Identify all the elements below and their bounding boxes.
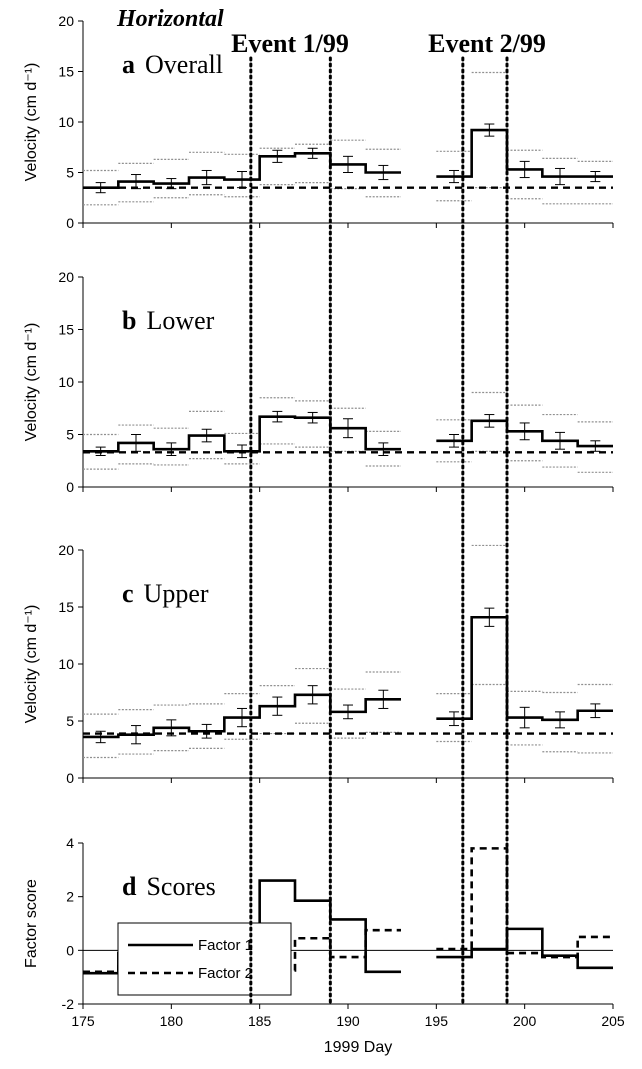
panel-d: -2 0 2 4 175 180 185 190 195 200 205 Factor score d S… [23,835,625,1029]
y-tick-label: 5 [66,427,74,443]
y-tick-label: 20 [58,269,74,285]
event-1-label: Event 1/99 [231,29,349,58]
panel-name: Scores [146,872,215,901]
x-tick-label: 180 [160,1013,184,1029]
panel-label: b Lower [122,306,215,335]
panel-b: 0 5 10 15 20 Velocity (cm d⁻¹) b Lower [23,269,614,495]
series-line-2 [436,847,613,959]
y-tick-label: 0 [66,942,74,958]
y-tick-label: 10 [58,656,74,672]
y-tick-label: 0 [66,479,74,495]
panel-letter: d [122,872,137,901]
y-tick-label: 0 [66,770,74,786]
y-tick-label: 5 [66,165,74,181]
y-axis-title: Velocity (cm d⁻¹) [23,63,40,182]
panel-label: a Overall [122,50,223,79]
y-tick-label: 20 [58,542,74,558]
y-tick-label: 0 [66,215,74,231]
panel-letter: b [122,306,136,335]
x-axis-title: 1999 Day [324,1039,393,1056]
panel-name: Upper [144,579,209,608]
y-tick-label: 5 [66,713,74,729]
x-tick-label: 175 [71,1013,95,1029]
panel-label: c Upper [122,579,209,608]
y-tick-label: 2 [66,889,74,905]
y-axis-title: Factor score [23,879,40,968]
y-tick-label: 10 [58,114,74,130]
x-tick-label: 185 [248,1013,272,1029]
y-tick-label: 20 [58,13,74,29]
x-tick-label: 205 [601,1013,625,1029]
panel-name: Overall [145,50,223,79]
event-2-label: Event 2/99 [428,29,546,58]
y-axis-title: Velocity (cm d⁻¹) [23,323,40,442]
legend-label: Factor 1 [198,937,253,954]
x-tick-label: 200 [513,1013,537,1029]
x-tick-label: 195 [425,1013,449,1029]
panel-label: d Scores [122,872,216,901]
y-tick-label: 10 [58,374,74,390]
panel-c: 0 5 10 15 20 Velocity (cm d⁻¹) c Upper [23,542,614,786]
panel-name: Lower [146,306,214,335]
y-tick-label: 15 [58,599,74,615]
x-tick-label: 190 [336,1013,360,1029]
legend-box [117,922,292,996]
y-tick-label: -2 [62,996,75,1012]
series-line-1 [436,927,613,970]
y-tick-label: 15 [58,322,74,338]
y-axis-title: Velocity (cm d⁻¹) [23,605,40,724]
legend-label: Factor 2 [198,965,253,982]
figure-title: Horizontal [116,6,224,32]
y-tick-label: 15 [58,64,74,80]
y-tick-label: 4 [66,835,74,851]
panel-letter: c [122,579,134,608]
panel-letter: a [122,50,135,79]
